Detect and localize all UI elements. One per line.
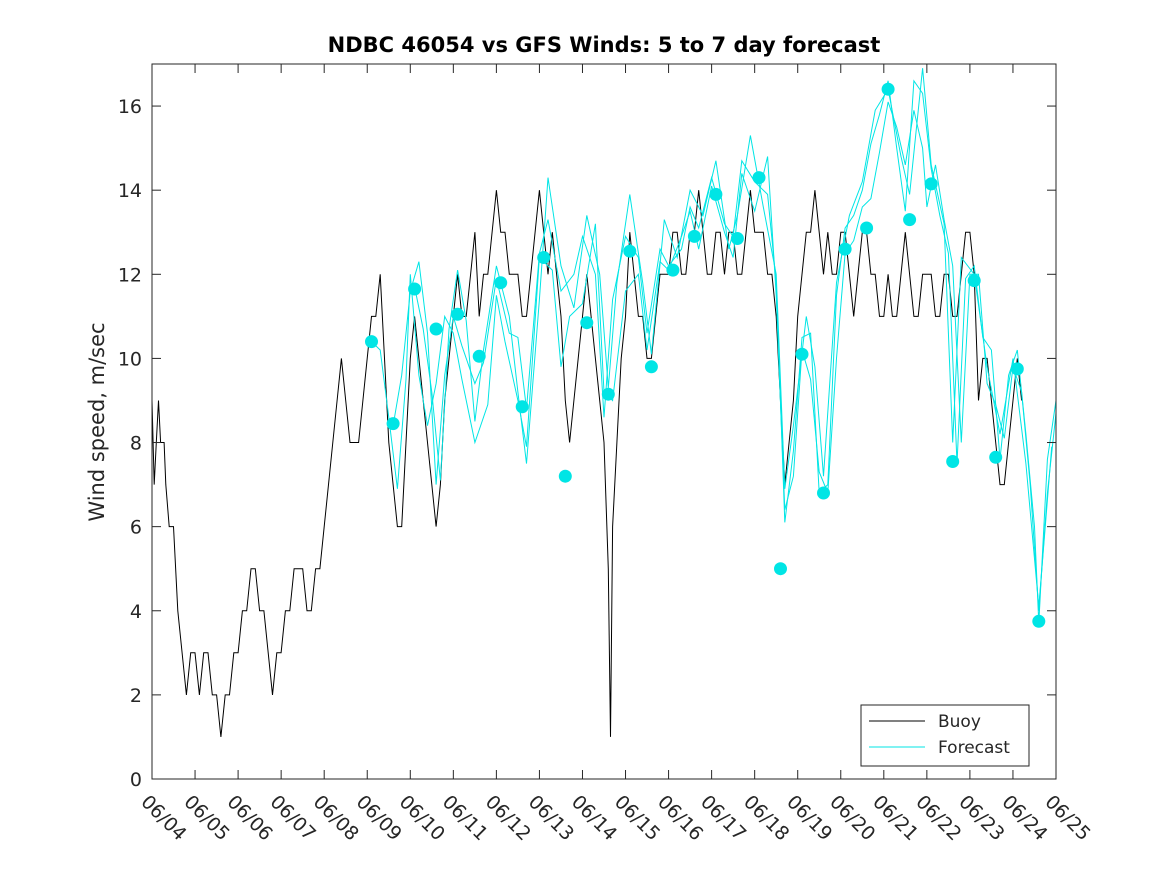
forecast-point-32 — [1032, 614, 1046, 628]
y-tick-label: 0 — [130, 769, 142, 791]
y-tick-label: 8 — [130, 433, 142, 455]
forecast-point-8 — [515, 400, 529, 414]
x-tick-label: 06/06 — [223, 791, 277, 845]
y-tick-label: 10 — [118, 348, 142, 370]
forecast-point-3 — [408, 282, 422, 296]
y-tick-label: 6 — [130, 517, 142, 539]
forecast-point-30 — [989, 450, 1003, 464]
legend-label-forecast: Forecast — [938, 738, 1010, 758]
forecast-point-16 — [687, 229, 701, 243]
y-axis-label: Wind speed, m/sec — [85, 322, 109, 521]
forecast-point-11 — [580, 316, 594, 330]
chart-title: NDBC 46054 vs GFS Winds: 5 to 7 day fore… — [328, 33, 881, 57]
forecast-point-17 — [709, 187, 723, 201]
forecast-point-24 — [860, 221, 874, 235]
x-tick-label: 06/09 — [352, 791, 406, 845]
x-tick-label: 06/15 — [610, 791, 664, 845]
forecast-point-9 — [537, 251, 551, 264]
x-tick-label: 06/23 — [954, 791, 1008, 845]
x-tick-label: 06/16 — [653, 791, 707, 845]
series-line-forecast-3 — [414, 68, 1053, 607]
x-tick-label: 06/08 — [309, 791, 363, 845]
forecast-point-2 — [386, 417, 400, 431]
x-tick-label: 06/24 — [997, 791, 1051, 845]
forecast-point-18 — [730, 232, 744, 245]
plot-series — [151, 68, 1057, 737]
forecast-point-22 — [817, 486, 830, 500]
x-tick-label: 06/12 — [481, 791, 535, 845]
plot-frame — [151, 63, 1057, 780]
x-tick-label: 06/18 — [739, 791, 793, 845]
x-tick-label: 06/14 — [567, 791, 621, 845]
forecast-point-13 — [623, 244, 637, 258]
series-line-buoy — [151, 190, 1023, 737]
x-tick-label: 06/25 — [1040, 791, 1094, 845]
forecast-point-23 — [838, 242, 852, 256]
forecast-point-19 — [752, 171, 766, 185]
forecast-point-4 — [429, 322, 443, 336]
forecast-point-1 — [365, 335, 378, 349]
x-tick-label: 06/21 — [868, 791, 922, 845]
x-tick-label: 06/19 — [782, 791, 836, 845]
forecast-point-12 — [601, 387, 615, 401]
forecast-point-28 — [946, 455, 960, 468]
x-tick-label: 06/10 — [395, 791, 449, 845]
forecast-point-21 — [795, 347, 809, 361]
x-tick-label: 06/04 — [136, 791, 190, 845]
x-tick-label: 06/20 — [825, 791, 879, 845]
x-tick-label: 06/11 — [438, 791, 492, 845]
y-tick-label: 4 — [130, 601, 142, 623]
x-tick-label: 06/22 — [911, 791, 965, 845]
y-tick-label: 16 — [118, 96, 142, 118]
forecast-point-31 — [1010, 362, 1024, 376]
forecast-point-10 — [558, 469, 572, 483]
forecast-point-20 — [774, 562, 787, 576]
forecast-point-14 — [644, 360, 658, 374]
x-tick-label: 06/07 — [266, 791, 320, 845]
forecast-point-5 — [451, 307, 465, 321]
y-tick-label: 2 — [130, 685, 142, 707]
forecast-point-25 — [881, 82, 895, 96]
legend-label-buoy: Buoy — [938, 712, 981, 732]
forecast-point-15 — [666, 263, 680, 277]
forecast-point-26 — [903, 213, 917, 227]
legend-box — [860, 704, 1030, 767]
y-tick-label: 12 — [118, 264, 142, 286]
forecast-point-7 — [494, 276, 508, 290]
y-axis: 0 2 4 6 8 10 12 14 16 — [118, 96, 1056, 791]
forecast-point-27 — [924, 177, 938, 191]
forecast-point-6 — [472, 349, 486, 363]
legend: Buoy Forecast — [860, 704, 1030, 767]
forecast-point-29 — [967, 274, 981, 288]
x-tick-label: 06/13 — [524, 791, 578, 845]
x-tick-label: 06/05 — [180, 791, 234, 845]
y-tick-label: 14 — [118, 180, 142, 202]
x-tick-label: 06/17 — [696, 791, 750, 845]
